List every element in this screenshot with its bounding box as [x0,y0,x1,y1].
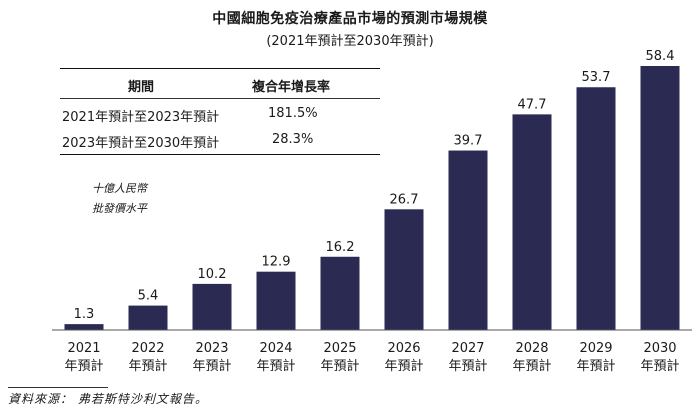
x-tick-label: 2024 [259,341,292,356]
bar-2025 [320,256,360,330]
source-note: 資料來源： 弗若斯特沙利文報告。 [8,392,208,406]
unit-label: 十億人民幣 [92,182,147,195]
value-label: 16.2 [326,240,355,255]
bar-2026 [384,209,424,330]
table-header-cagr: 複合年增長率 [252,80,331,95]
value-label: 26.7 [390,192,419,207]
x-tick-label: 2026 [387,341,420,356]
value-label: 39.7 [454,134,483,149]
bar-2029 [576,87,616,330]
value-label: 10.2 [198,267,227,282]
bar-2030 [640,66,680,330]
bar-2024 [256,271,296,330]
x-tick-label: 2030 [643,341,676,356]
value-label: 47.7 [518,97,547,112]
bar-2028 [512,114,552,330]
x-tick-suffix: 年預計 [128,358,167,374]
x-tick-suffix: 年預計 [640,358,679,374]
table-top-rule [60,68,380,69]
table-bottom-rule [60,154,380,155]
x-tick-suffix: 年預計 [384,358,423,374]
chart-title: 中國細胞免疫治療產品市場的預測市場規模 [212,11,488,27]
table-header-period: 期間 [128,80,155,95]
x-tick-label: 2023 [195,341,228,356]
x-tick-label: 2025 [323,341,356,356]
table-row-cagr: 28.3% [272,132,314,147]
table-row-cagr: 181.5% [268,106,318,121]
x-tick-suffix: 年預計 [192,358,231,374]
x-tick-suffix: 年預計 [512,358,551,374]
x-tick-suffix: 年預計 [448,358,487,374]
x-tick-suffix: 年預計 [576,358,615,374]
table-header-rule [60,98,380,99]
x-tick-label: 2027 [451,341,484,356]
x-tick-label: 2029 [579,341,612,356]
x-tick-suffix: 年預計 [64,358,103,374]
value-label: 12.9 [262,255,291,270]
bar-2022 [128,305,168,330]
source-rule [8,387,108,388]
x-tick-label: 2021 [67,341,100,356]
bar-2021 [64,324,104,330]
bar-2027 [448,150,488,330]
table-row-period: 2021年預計至2023年預計 [62,110,220,125]
value-label: 5.4 [138,289,159,304]
value-label: 1.3 [74,307,95,322]
value-label: 53.7 [582,70,611,85]
x-tick-label: 2022 [131,341,164,356]
bar-2023 [192,283,232,330]
price-level-label: 批發價水平 [92,202,147,215]
table-row-period: 2023年預計至2030年預計 [62,136,220,151]
chart-subtitle: (2021年預計至2030年預計) [266,34,434,49]
x-tick-suffix: 年預計 [320,358,359,374]
x-tick-suffix: 年預計 [256,358,295,374]
x-tick-label: 2028 [515,341,548,356]
value-label: 58.4 [646,49,675,64]
